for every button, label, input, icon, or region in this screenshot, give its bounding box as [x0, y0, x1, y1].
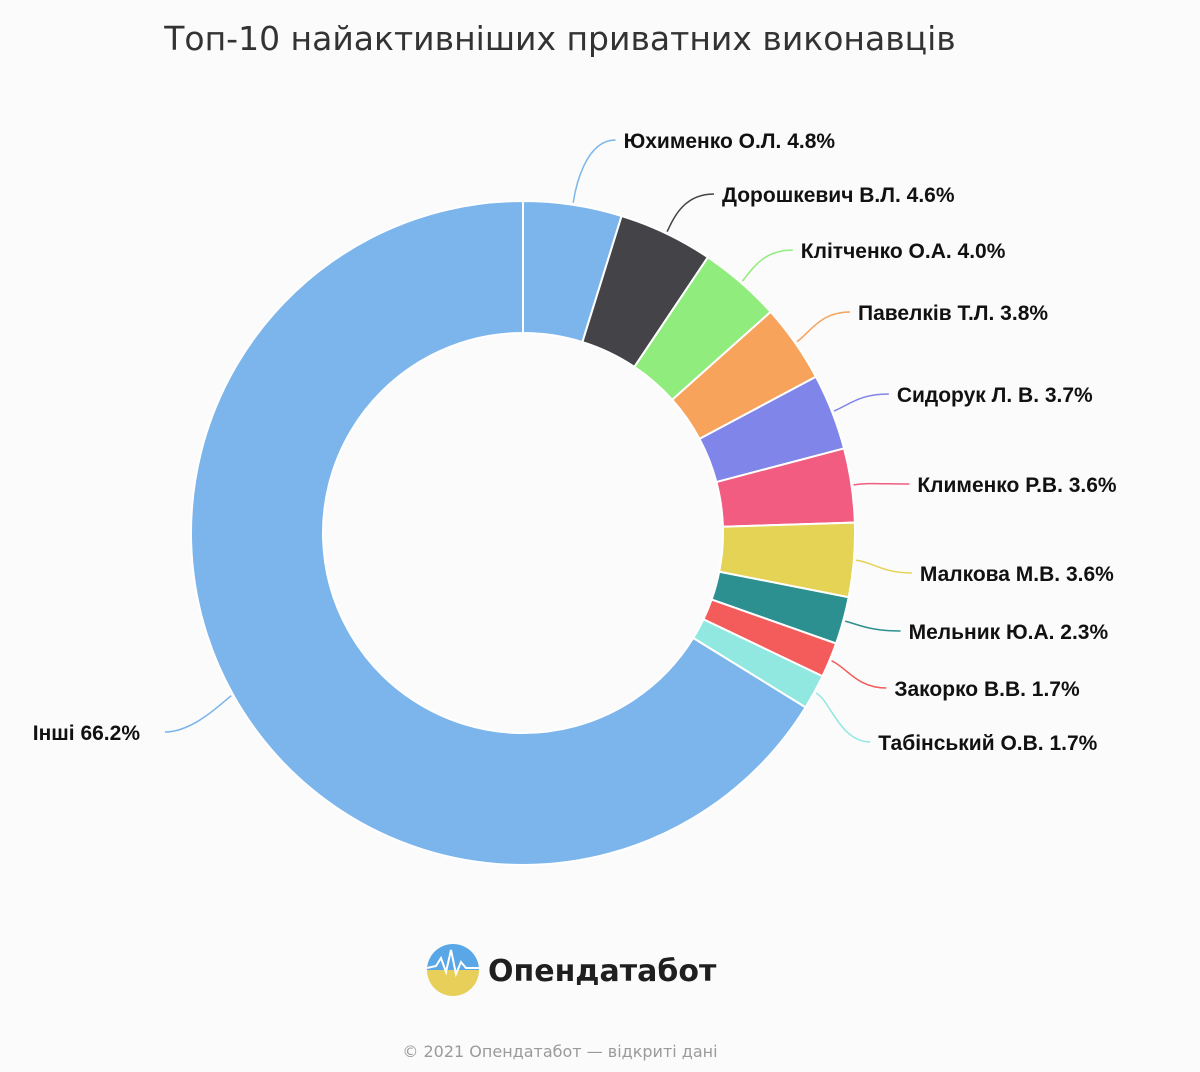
chart-title: Топ-10 найактивніших приватних виконавці… — [163, 19, 955, 58]
connector-клітченко-о-а — [741, 249, 793, 282]
connector-сидорук-л-в — [833, 393, 889, 412]
label-юхименко-о-л: Юхименко О.Л. 4.8% — [624, 130, 836, 153]
label-табінський-о-в: Табінський О.В. 1.7% — [878, 732, 1097, 755]
label-клітченко-о-а: Клітченко О.А. 4.0% — [801, 240, 1006, 263]
label-павелків-т-л: Павелків Т.Л. 3.8% — [858, 302, 1048, 325]
labels-group: Юхименко О.Л. 4.8% Дорошкевич В.Л. 4.6% Кл… — [33, 130, 1117, 755]
slice-інші[interactable] — [190, 199, 807, 866]
connectors-group — [164, 139, 912, 743]
label-дорошкевич-в-л: Дорошкевич В.Л. 4.6% — [722, 184, 955, 207]
logo-sun-half — [427, 970, 479, 996]
slices-group — [190, 199, 856, 866]
connector-закорко-в-в — [831, 660, 887, 689]
connector-дорошкевич-в-л — [666, 193, 715, 233]
connector-малкова-м-в — [855, 559, 912, 574]
label-мельник-ю-а: Мельник Ю.А. 2.3% — [909, 621, 1109, 644]
connector-павелків-т-л — [796, 311, 850, 343]
logo-text: Опендатабот — [488, 954, 717, 989]
connector-інші — [164, 695, 232, 733]
label-сидорук-л-в: Сидорук Л. В. 3.7% — [897, 384, 1093, 407]
logo: Опендатабот — [427, 944, 717, 996]
connector-юхименко-о-л — [572, 139, 616, 203]
label-інші: Інші 66.2% — [33, 722, 141, 745]
connector-табінський-о-в — [815, 692, 871, 743]
label-клименко-р-в: Клименко Р.В. 3.6% — [917, 474, 1117, 497]
connector-клименко-р-в — [853, 482, 910, 486]
copyright-text: © 2021 Опендатабот — відкриті дані — [402, 1042, 717, 1061]
connector-мельник-ю-а — [844, 620, 901, 632]
label-закорко-в-в: Закорко В.В. 1.7% — [894, 678, 1080, 701]
logo-icon — [427, 944, 479, 996]
logo-pulse-line — [427, 949, 479, 978]
label-малкова-м-в: Малкова М.В. 3.6% — [920, 563, 1114, 586]
